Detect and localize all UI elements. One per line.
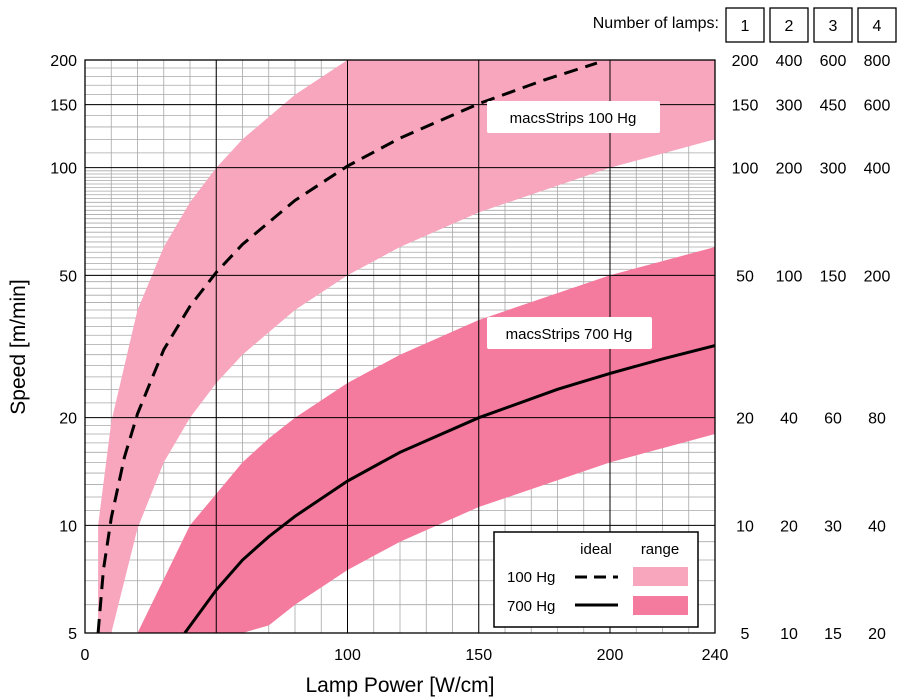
lamp-table-cell: 20 <box>780 518 798 535</box>
lamp-header-label: 3 <box>829 18 838 35</box>
y-tick-label: 50 <box>59 268 77 285</box>
lamp-table-cell: 40 <box>780 411 798 428</box>
lamp-header-label: 4 <box>873 18 882 35</box>
x-tick-label: 200 <box>597 647 624 664</box>
lamp-table-cell: 200 <box>732 53 759 70</box>
lamp-table-cell: 15 <box>824 626 842 643</box>
x-axis-title: Lamp Power [W/cm] <box>305 674 494 697</box>
annotation-100hg-text: macsStrips 100 Hg <box>510 110 637 127</box>
plot-frame <box>84 59 716 634</box>
legend-swatch-100hg <box>633 567 688 586</box>
legend-label-700hg: 700 Hg <box>507 598 555 615</box>
lamp-table-cell: 300 <box>776 98 803 115</box>
lamp-table-cell: 300 <box>820 161 847 178</box>
lamp-header-label: 2 <box>785 18 794 35</box>
legend-swatch-700hg <box>633 596 688 615</box>
x-tick-label: 240 <box>702 647 729 664</box>
lamps-label: Number of lamps: <box>593 15 719 32</box>
lamp-table-cell: 10 <box>780 626 798 643</box>
annotation-100hg: macsStrips 100 Hg <box>487 101 660 133</box>
lamp-table-cell: 450 <box>820 98 847 115</box>
lamp-headers: 1 2 3 4 <box>725 7 897 43</box>
ideal-curves <box>96 61 715 633</box>
annotation-700hg: macsStrips 700 Hg <box>487 317 652 349</box>
legend-header-range: range <box>641 541 679 558</box>
lamp-table-cell: 100 <box>732 161 759 178</box>
y-tick-label: 5 <box>68 626 77 643</box>
legend-label-100hg: 100 Hg <box>507 569 555 586</box>
lamp-table-cell: 30 <box>824 518 842 535</box>
lamp-table-cell: 100 <box>776 268 803 285</box>
lamp-table-cell: 40 <box>868 518 886 535</box>
lamp-table-cell: 200 <box>776 161 803 178</box>
x-tick-label: 0 <box>81 647 90 664</box>
range-band-0 <box>98 60 715 633</box>
x-tick-labels: 0 100 150 200 240 <box>81 647 729 664</box>
lamp-table-cell: 60 <box>824 411 842 428</box>
y-tick-label: 10 <box>59 518 77 535</box>
lamp-header-box <box>725 7 765 43</box>
lamp-speed-table: 200 400 600 800 150 300 450 600 100 200 300 400 50 10… <box>732 53 891 643</box>
y-tick-label: 200 <box>50 53 77 70</box>
lamp-table-cell: 200 <box>864 268 891 285</box>
lamp-table-cell: 50 <box>736 268 754 285</box>
annotation-700hg-text: macsStrips 700 Hg <box>506 326 633 343</box>
lamp-header-box <box>769 7 809 43</box>
y-tick-labels: 5 10 20 50 100 150 200 <box>50 53 77 643</box>
ideal-line-0 <box>96 61 598 633</box>
lamp-table-cell: 150 <box>820 268 847 285</box>
lamp-table-cell: 5 <box>741 626 750 643</box>
lamp-table-cell: 20 <box>868 626 886 643</box>
lamp-table-cell: 600 <box>820 53 847 70</box>
lamp-table-cell: 400 <box>776 53 803 70</box>
ideal-line-1 <box>183 344 715 633</box>
y-tick-label: 150 <box>50 98 77 115</box>
lamp-table-cell: 150 <box>732 98 759 115</box>
legend-header-ideal: ideal <box>580 541 612 558</box>
lamp-table-cell: 400 <box>864 161 891 178</box>
y-tick-label: 100 <box>50 161 77 178</box>
lamp-table-cell: 600 <box>864 98 891 115</box>
lamp-header-label: 1 <box>741 18 750 35</box>
lamp-table-cell: 20 <box>736 411 754 428</box>
y-axis-title: Speed [m/min] <box>7 279 30 414</box>
x-tick-label: 150 <box>465 647 492 664</box>
lamp-table-cell: 10 <box>736 518 754 535</box>
y-tick-label: 20 <box>59 411 77 428</box>
lamp-header-box <box>857 7 897 43</box>
legend: ideal range 100 Hg 700 Hg <box>493 531 699 628</box>
lamp-table-cell: 800 <box>864 53 891 70</box>
lamp-header-box <box>813 7 853 43</box>
lamp-table-cell: 80 <box>868 411 886 428</box>
x-tick-label: 100 <box>334 647 361 664</box>
